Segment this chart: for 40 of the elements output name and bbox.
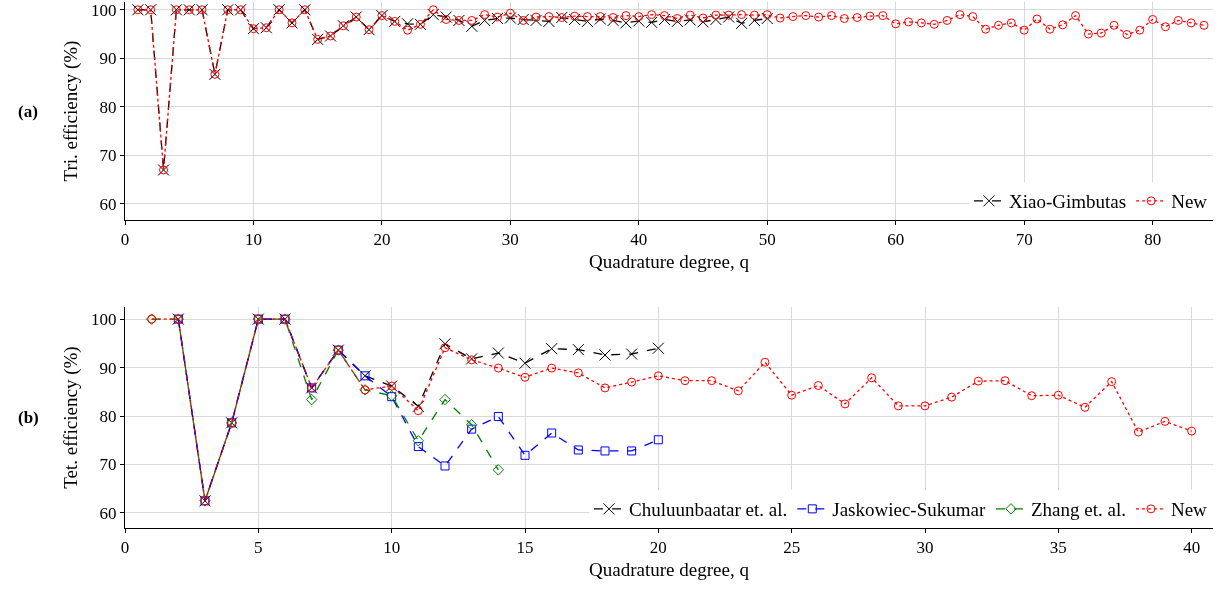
x-tick-label: 20	[373, 230, 391, 250]
y-tick-label: 100	[91, 0, 117, 20]
y-tick-label: 100	[91, 310, 117, 330]
legend-label: New	[1170, 499, 1208, 521]
legend-label: Chuluunbaatar et. al.	[629, 499, 788, 521]
x-tick-label: 0	[120, 538, 130, 558]
y-tick-label: 60	[99, 194, 117, 214]
x-tick-label: 30	[916, 538, 934, 558]
y-axis-title: Tri. efficiency (%)	[59, 40, 82, 182]
x-tick-label: 50	[758, 230, 776, 250]
x-tick-label: 20	[649, 538, 667, 558]
legend-label: New	[1171, 191, 1208, 213]
legend-label: Zhang et. al.	[1030, 499, 1126, 521]
x-tick-label: 35	[1049, 538, 1067, 558]
y-tick-label: 70	[99, 455, 117, 475]
y-tick-label: 90	[99, 49, 117, 69]
x-tick-label: 80	[1144, 230, 1162, 250]
x-tick-label: 10	[244, 230, 262, 250]
y-axis-title: Tet. efficiency (%)	[59, 346, 82, 489]
x-tick-label: 30	[501, 230, 519, 250]
x-axis-title: Quadrature degree, q	[589, 559, 750, 581]
y-tick-label: 70	[99, 146, 117, 166]
x-tick-label: 0	[120, 230, 130, 250]
x-tick-label: 70	[1015, 230, 1033, 250]
text: (a)	[18, 102, 38, 121]
x-tick-label: 15	[516, 538, 534, 558]
x-tick-label: 25	[783, 538, 801, 558]
x-tick-label: 40	[1183, 538, 1201, 558]
y-tick-label: 90	[99, 358, 117, 378]
x-tick-label: 10	[383, 538, 401, 558]
x-axis-title: Quadrature degree, q	[589, 251, 750, 273]
legend-label: Jaskowiec-Sukumar	[832, 499, 986, 521]
legend-label: Xiao-Gimbutas	[1009, 191, 1127, 213]
x-tick-label: 60	[887, 230, 905, 250]
text: (b)	[18, 408, 39, 427]
x-tick-label: 5	[254, 538, 263, 558]
x-tick-label: 40	[630, 230, 648, 250]
y-tick-label: 60	[99, 503, 117, 523]
y-tick-label: 80	[99, 97, 117, 117]
y-tick-label: 80	[99, 407, 117, 426]
